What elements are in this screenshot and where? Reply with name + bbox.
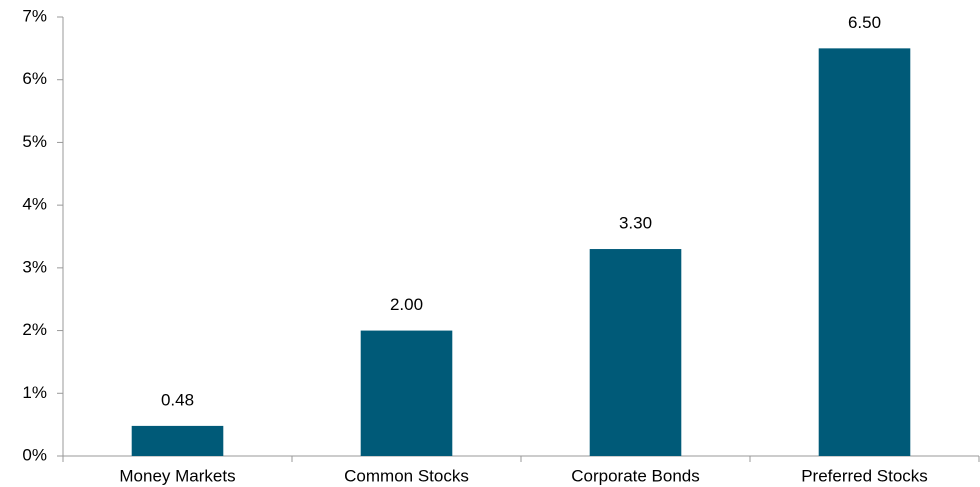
y-tick-label: 7% [22,6,47,25]
y-tick-label: 6% [22,69,47,88]
y-tick-label: 3% [22,257,47,276]
x-tick-label: Preferred Stocks [801,466,928,485]
y-tick-label: 2% [22,320,47,339]
value-label: 3.30 [619,214,652,233]
value-label: 6.50 [848,13,881,32]
bar [360,330,453,456]
x-tick-label: Common Stocks [344,466,469,485]
y-tick-label: 1% [22,383,47,402]
value-label: 2.00 [390,295,423,314]
x-tick-label: Money Markets [119,466,235,485]
value-label: 0.48 [161,390,194,409]
y-tick-label: 4% [22,195,47,214]
bar [589,249,682,456]
y-tick-label: 5% [22,132,47,151]
bar [818,48,911,456]
x-tick-label: Corporate Bonds [571,466,700,485]
bar [131,425,224,456]
y-tick-label: 0% [22,445,47,464]
